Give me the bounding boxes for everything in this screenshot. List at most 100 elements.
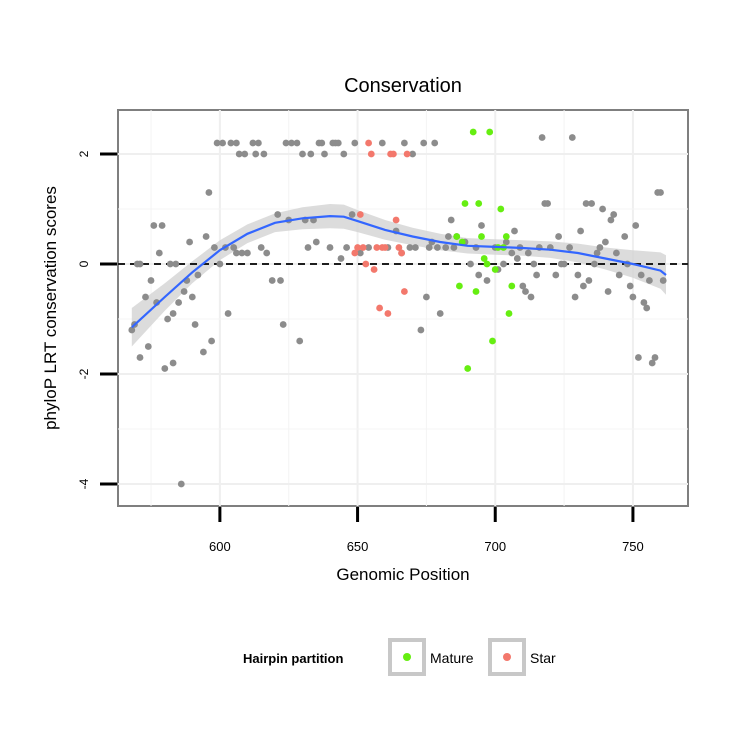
data-point-other [161,365,169,372]
data-point-other [524,249,532,257]
data-point-other [186,238,194,246]
data-point-other [304,244,312,251]
data-point-other [401,139,408,147]
data-point-star [362,260,370,268]
data-point-other [169,359,177,367]
legend-title: Hairpin partition [243,651,343,666]
data-point-other [450,244,458,251]
data-point-other [511,227,518,235]
data-point-star [392,216,400,224]
chart-title: Conservation [344,75,462,97]
data-point-other [378,139,386,147]
y-axis-label: phyloP LRT conservation scores [41,186,60,430]
data-point-other [244,249,251,257]
y-tick-label: -2 [77,368,91,379]
data-point-other [224,310,232,317]
data-point-other [420,139,428,147]
data-point-mature [483,260,491,268]
data-point-other [445,233,452,240]
data-point-other [263,249,271,257]
data-point-mature [475,200,483,207]
data-point-other [194,271,202,279]
data-point-other [260,150,268,158]
data-point-other [337,255,345,262]
data-point-other [574,271,582,279]
data-point-mature [464,365,472,372]
data-point-other [296,337,304,345]
data-point-other [610,211,618,218]
data-point-other [166,260,174,268]
data-point-other [640,299,648,306]
data-point-star [365,139,372,147]
data-point-other [522,288,529,295]
data-point-other [566,244,573,251]
data-point-other [241,150,249,158]
y-tick-label: 2 [77,150,91,157]
data-point-mature [502,233,510,240]
legend-item-mature: Mature [388,638,474,676]
data-point-other [238,249,246,257]
data-point-star [356,211,364,218]
data-point-other [544,200,551,207]
data-point-other [343,244,350,251]
legend-label-star: Star [530,650,556,666]
data-point-other [326,244,334,251]
data-point-other [585,277,593,284]
legend-key-mature [388,638,426,676]
data-point-other [177,480,185,488]
data-point-star [381,244,389,251]
data-point-star [373,244,381,251]
legend-item-star: Star [488,638,556,676]
data-point-other [527,293,535,301]
data-point-other [321,150,328,158]
data-point-other [648,359,656,367]
data-point-other [257,244,265,251]
data-point-other [412,244,419,251]
data-point-other [646,277,653,284]
x-tick-label: 750 [622,539,644,554]
data-point-other [582,200,590,207]
data-point-star [367,150,375,158]
data-point-other [205,189,213,196]
data-point-other [478,222,485,229]
data-point-other [436,310,444,317]
data-point-other [447,216,455,224]
data-point-star [376,304,383,312]
data-point-other [580,282,587,290]
data-point-other [219,139,227,147]
data-point-other [467,260,474,268]
data-point-star [390,150,397,158]
data-point-other [340,150,348,158]
data-point-other [560,260,568,268]
data-point-other [147,277,155,284]
data-point-other [155,249,163,257]
data-point-other [635,354,642,361]
data-point-other [202,233,210,240]
data-point-other [568,134,576,141]
data-point-other [409,150,416,158]
data-point-other [599,205,606,213]
data-point-mature [508,282,516,290]
data-point-other [508,249,516,257]
data-point-other [233,249,240,257]
data-point-star [370,266,378,273]
data-point-other [279,321,287,328]
data-point-other [533,271,540,279]
data-point-other [552,271,560,279]
data-point-other [312,238,320,246]
x-axis-label: Genomic Position [336,565,469,584]
data-point-other [268,277,276,284]
data-point-other [142,293,149,301]
data-point-other [442,244,450,251]
data-point-other [136,260,144,268]
data-point-other [425,244,433,251]
data-point-other [208,337,216,345]
smooth-line [131,214,667,329]
x-tick-label: 650 [347,539,369,554]
data-point-other [431,139,439,147]
data-point-other [252,150,260,158]
data-point-other [434,244,441,251]
data-point-other [158,222,166,229]
data-point-other [626,282,634,290]
data-point-other [591,260,598,268]
